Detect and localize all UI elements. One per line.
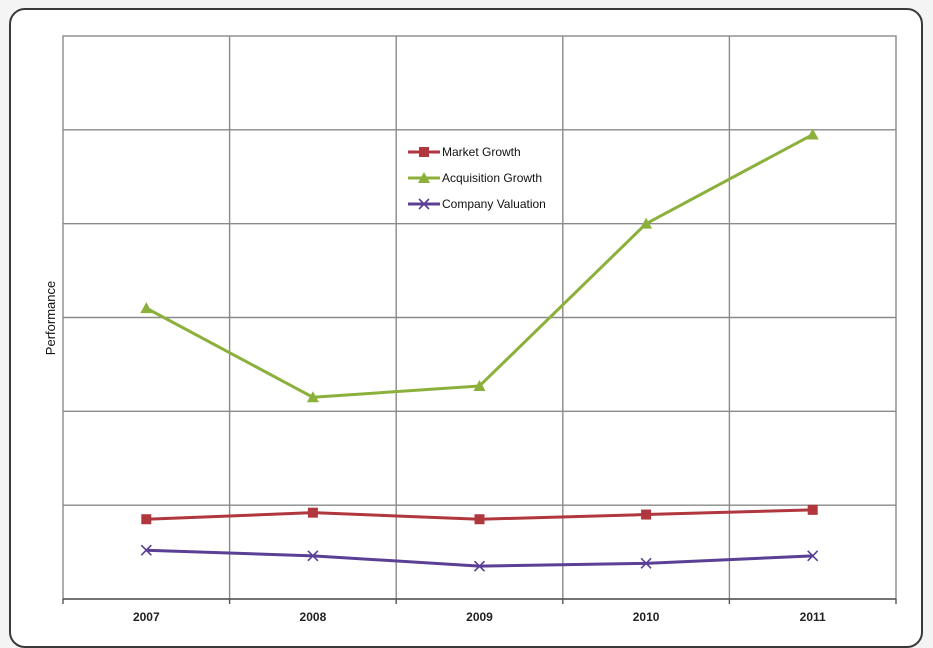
legend-label-acquisition-growth: Acquisition Growth (442, 171, 542, 185)
x-tick-labels: 2007 2008 2009 2010 2011 (133, 610, 826, 624)
grid (62, 35, 897, 600)
legend-marker-market-growth (419, 147, 429, 157)
legend-marker-acquisition-growth (418, 172, 430, 183)
legend-marker-company-valuation (418, 198, 430, 210)
x-tick-label-2007: 2007 (133, 610, 160, 624)
data-point-market-growth-2011 (807, 504, 818, 515)
axes (62, 598, 897, 604)
data-point-market-growth-2008 (307, 507, 318, 518)
data-point-company-valuation-2010 (640, 557, 652, 569)
legend-item-acquisition-growth: Acquisition Growth (408, 171, 542, 185)
data-point-company-valuation-2007 (140, 544, 152, 556)
legend-label-company-valuation: Company Valuation (442, 197, 546, 211)
data-point-acquisition-growth-2009 (473, 379, 486, 391)
data-point-acquisition-growth-2010 (640, 217, 653, 229)
data-point-company-valuation-2011 (807, 550, 819, 562)
legend: Market Growth Acquisition Growth Company V… (408, 145, 546, 211)
data-point-acquisition-growth-2007 (140, 302, 153, 314)
legend-item-market-growth: Market Growth (408, 145, 521, 159)
x-tick-label-2009: 2009 (466, 610, 493, 624)
legend-item-company-valuation: Company Valuation (408, 197, 546, 211)
data-point-market-growth-2010 (641, 509, 652, 520)
legend-label-market-growth: Market Growth (442, 145, 521, 159)
data-point-company-valuation-2009 (473, 560, 486, 572)
series-layer (140, 128, 819, 572)
data-point-acquisition-growth-2008 (306, 391, 319, 403)
series-company-valuation (140, 544, 819, 572)
y-axis-title: Performance (43, 281, 58, 355)
x-tick-label-2010: 2010 (633, 610, 660, 624)
x-tick-label-2008: 2008 (300, 610, 327, 624)
series-market-growth (141, 504, 818, 525)
data-point-company-valuation-2008 (307, 550, 319, 562)
series-acquisition-growth (140, 128, 819, 403)
data-point-market-growth-2009 (474, 514, 485, 525)
data-point-market-growth-2007 (141, 514, 152, 525)
data-point-acquisition-growth-2011 (806, 128, 819, 140)
x-tick-label-2011: 2011 (800, 610, 826, 624)
